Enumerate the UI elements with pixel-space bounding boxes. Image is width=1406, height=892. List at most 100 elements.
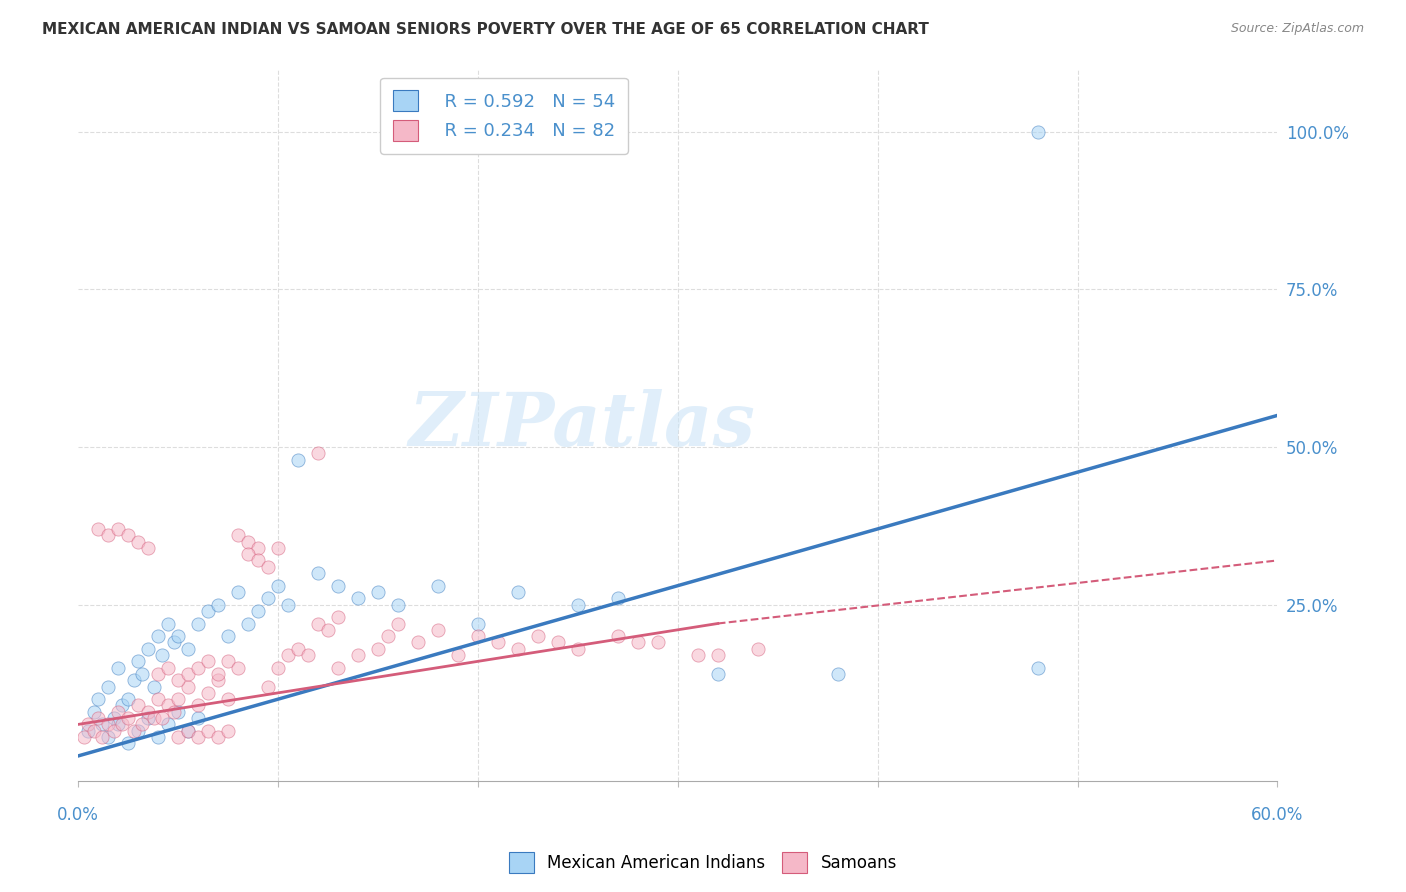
Point xyxy=(486,635,509,649)
Point xyxy=(217,629,239,643)
Point xyxy=(1026,660,1049,674)
Point xyxy=(247,553,270,567)
Point xyxy=(257,559,280,574)
Point xyxy=(167,705,190,719)
Point xyxy=(117,736,139,750)
Point xyxy=(326,660,349,674)
Point xyxy=(163,705,186,719)
Point xyxy=(207,667,229,681)
Text: ZIPatlas: ZIPatlas xyxy=(408,389,755,461)
Point xyxy=(73,730,96,744)
Point xyxy=(267,660,290,674)
Point xyxy=(131,667,153,681)
Point xyxy=(267,579,290,593)
Point xyxy=(97,730,120,744)
Text: MEXICAN AMERICAN INDIAN VS SAMOAN SENIORS POVERTY OVER THE AGE OF 65 CORRELATION: MEXICAN AMERICAN INDIAN VS SAMOAN SENIOR… xyxy=(42,22,929,37)
Point xyxy=(1026,125,1049,139)
Point xyxy=(197,604,219,618)
Point xyxy=(467,616,489,631)
Point xyxy=(247,541,270,555)
Point xyxy=(87,711,110,725)
Point xyxy=(426,623,449,637)
Point xyxy=(377,629,399,643)
Point xyxy=(157,698,180,713)
Point xyxy=(87,522,110,536)
Point xyxy=(107,660,129,674)
Point xyxy=(177,680,200,694)
Point xyxy=(207,598,229,612)
Point xyxy=(277,648,299,662)
Legend: Mexican American Indians, Samoans: Mexican American Indians, Samoans xyxy=(502,846,904,880)
Point xyxy=(217,692,239,706)
Legend:   R = 0.592   N = 54,   R = 0.234   N = 82: R = 0.592 N = 54, R = 0.234 N = 82 xyxy=(380,78,627,153)
Point xyxy=(136,711,159,725)
Point xyxy=(177,723,200,738)
Point xyxy=(146,692,169,706)
Point xyxy=(187,730,209,744)
Point xyxy=(236,534,259,549)
Point xyxy=(226,528,249,542)
Point xyxy=(547,635,569,649)
Point xyxy=(287,641,309,656)
Point xyxy=(103,711,125,725)
Point xyxy=(506,641,529,656)
Point xyxy=(406,635,429,649)
Point xyxy=(77,723,100,738)
Point xyxy=(226,660,249,674)
Point xyxy=(136,541,159,555)
Point xyxy=(167,692,190,706)
Point xyxy=(163,635,186,649)
Point xyxy=(326,610,349,624)
Point xyxy=(91,717,114,731)
Text: 0.0%: 0.0% xyxy=(58,806,98,824)
Point xyxy=(127,534,149,549)
Point xyxy=(197,654,219,668)
Point xyxy=(606,629,628,643)
Point xyxy=(146,667,169,681)
Point xyxy=(127,654,149,668)
Point xyxy=(506,585,529,599)
Point xyxy=(226,585,249,599)
Point xyxy=(197,686,219,700)
Point xyxy=(567,641,589,656)
Point xyxy=(187,660,209,674)
Point xyxy=(187,616,209,631)
Point xyxy=(627,635,650,649)
Point xyxy=(122,723,145,738)
Point xyxy=(77,717,100,731)
Point xyxy=(387,616,409,631)
Point xyxy=(257,680,280,694)
Point xyxy=(236,547,259,561)
Point xyxy=(111,717,134,731)
Point xyxy=(297,648,319,662)
Point xyxy=(307,566,329,580)
Point xyxy=(107,705,129,719)
Point xyxy=(307,616,329,631)
Point xyxy=(447,648,470,662)
Point xyxy=(87,692,110,706)
Point xyxy=(827,667,849,681)
Point xyxy=(287,452,309,467)
Point xyxy=(217,723,239,738)
Point xyxy=(467,629,489,643)
Point xyxy=(97,717,120,731)
Point xyxy=(117,711,139,725)
Point xyxy=(707,648,730,662)
Point xyxy=(97,528,120,542)
Point xyxy=(111,698,134,713)
Point xyxy=(257,591,280,606)
Point xyxy=(117,528,139,542)
Point xyxy=(122,673,145,688)
Point xyxy=(307,446,329,460)
Point xyxy=(83,723,105,738)
Point xyxy=(157,616,180,631)
Point xyxy=(146,629,169,643)
Point xyxy=(217,654,239,668)
Point xyxy=(91,730,114,744)
Point xyxy=(136,705,159,719)
Point xyxy=(83,705,105,719)
Point xyxy=(567,598,589,612)
Point xyxy=(167,629,190,643)
Point xyxy=(207,673,229,688)
Point xyxy=(347,591,370,606)
